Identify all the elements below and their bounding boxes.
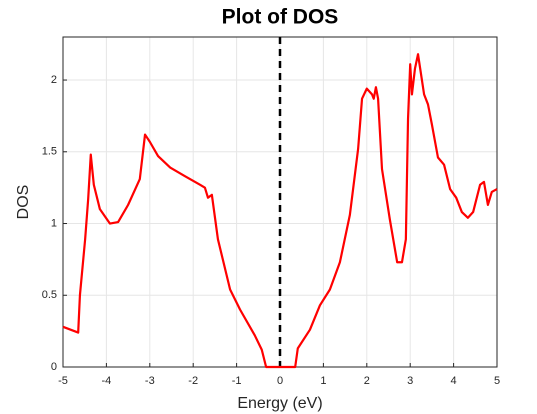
x-tick-label: -2 — [188, 375, 198, 387]
y-tick-label: 1 — [51, 217, 57, 229]
x-tick-label: -5 — [58, 375, 68, 387]
x-axis-label: Energy (eV) — [237, 395, 322, 412]
y-tick-label: 0 — [51, 361, 57, 373]
x-tick-label: -4 — [102, 375, 112, 387]
y-tick-label: 0.5 — [42, 289, 57, 301]
y-axis-label: DOS — [15, 185, 32, 220]
x-tick-label: 3 — [407, 375, 413, 387]
x-tick-label: -1 — [232, 375, 242, 387]
chart-title: Plot of DOS — [222, 6, 339, 29]
y-tick-label: 1.5 — [42, 146, 57, 158]
x-tick-label: 2 — [364, 375, 370, 387]
x-tick-label: 5 — [494, 375, 500, 387]
y-tick-label: 2 — [51, 74, 57, 86]
x-tick-label: 4 — [451, 375, 457, 387]
dos-line — [62, 53, 498, 369]
x-tick-label: 1 — [320, 375, 326, 387]
x-tick-label: -3 — [145, 375, 155, 387]
x-tick-label: 0 — [277, 375, 283, 387]
